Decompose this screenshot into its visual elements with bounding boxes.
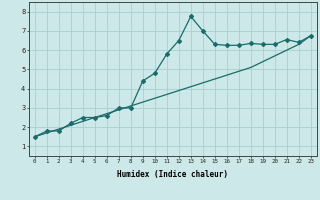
X-axis label: Humidex (Indice chaleur): Humidex (Indice chaleur) xyxy=(117,170,228,179)
